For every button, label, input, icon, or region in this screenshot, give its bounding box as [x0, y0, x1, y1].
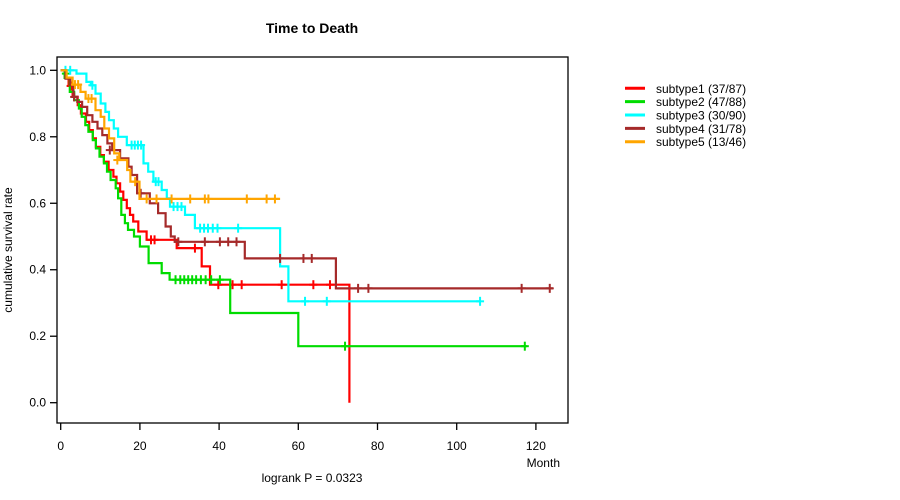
survival-curve-subtype3: [60, 69, 481, 303]
legend-label: subtype4 (31/78): [656, 122, 746, 136]
y-tick-label: 0.4: [29, 263, 46, 277]
legend-item-subtype3: subtype3 (30/90): [625, 109, 746, 123]
legend-label: subtype3 (30/90): [656, 109, 746, 123]
legend-item-subtype5: subtype5 (13/46): [625, 135, 746, 149]
x-tick-label: 100: [447, 439, 467, 453]
y-tick-label: 0.6: [29, 196, 46, 210]
legend-item-subtype1: subtype1 (37/87): [625, 82, 746, 96]
legend-label: subtype2 (47/88): [656, 95, 746, 109]
legend-label: subtype1 (37/87): [656, 82, 746, 96]
x-tick-label: 20: [133, 439, 147, 453]
legend-label: subtype5 (13/46): [656, 135, 746, 149]
axis-ticks: 0 20 40 60 80 100 120 0.0 0.2 0.4 0.6 0.8 1.0: [29, 63, 546, 453]
chart-title: Time to Death: [266, 20, 358, 36]
censor-marks-subtype3: [61, 65, 485, 306]
legend-item-subtype2: subtype2 (47/88): [625, 95, 746, 109]
censor-marks-subtype1: [66, 81, 334, 290]
x-tick-label: 80: [371, 439, 385, 453]
censor-marks-subtype5: [70, 80, 279, 204]
legend: subtype1 (37/87)subtype2 (47/88)subtype3…: [625, 82, 746, 149]
censor-marks-subtype2: [61, 69, 529, 351]
x-axis-label: Month: [527, 456, 560, 470]
survival-curve-subtype2: [60, 69, 527, 348]
y-tick-label: 0.8: [29, 130, 46, 144]
censor-marks-subtype4: [70, 92, 554, 293]
y-tick-label: 1.0: [29, 63, 46, 77]
x-tick-label: 40: [212, 439, 226, 453]
legend-item-subtype4: subtype4 (31/78): [625, 122, 746, 136]
x-tick-label: 0: [57, 439, 64, 453]
x-tick-label: 60: [292, 439, 306, 453]
y-tick-label: 0.2: [29, 329, 46, 343]
survival-curves: [60, 65, 554, 403]
logrank-p-text: logrank P = 0.0323: [262, 471, 363, 485]
y-axis-label: cumulative survival rate: [1, 187, 15, 313]
y-tick-label: 0.0: [29, 396, 46, 410]
plot-frame: [56, 56, 569, 424]
survival-curve-subtype4: [60, 69, 553, 290]
x-tick-label: 120: [526, 439, 546, 453]
